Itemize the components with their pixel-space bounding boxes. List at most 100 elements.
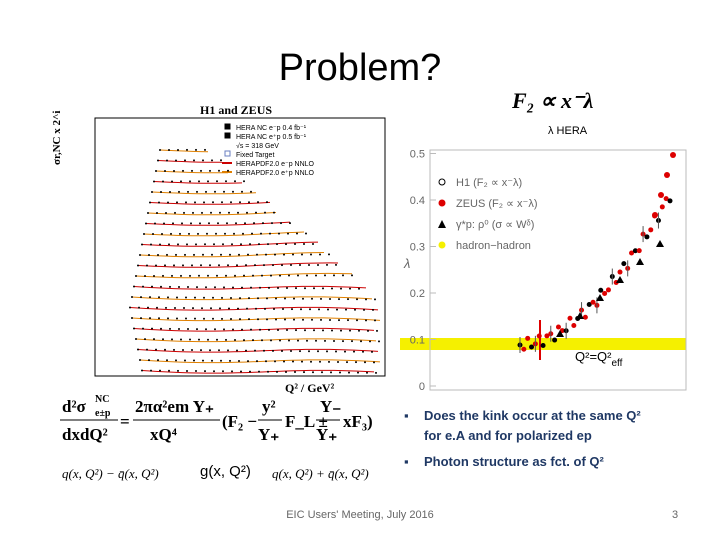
distribution: q(x, Q²) − q̄(x, Q²) [62, 466, 159, 481]
curve [131, 296, 373, 301]
point [302, 318, 304, 321]
point [288, 274, 290, 277]
point [365, 298, 367, 301]
point [571, 323, 577, 329]
point [159, 243, 161, 246]
point [214, 286, 216, 289]
triangle [656, 240, 664, 247]
point [247, 253, 249, 256]
point [218, 264, 220, 267]
point [216, 338, 218, 341]
point [200, 349, 202, 352]
point [189, 274, 191, 277]
point [151, 327, 153, 330]
point [205, 190, 207, 193]
point [227, 349, 229, 352]
legend-marker [224, 123, 231, 130]
point [218, 349, 220, 352]
legend-text: H1 (F₂ ∝ x⁻λ) [456, 177, 522, 189]
point [371, 350, 373, 353]
point [199, 222, 201, 225]
distribution: q(x, Q²) + q̄(x, Q²) [272, 466, 369, 481]
y-den: Y₊ [258, 425, 279, 444]
point [249, 370, 251, 373]
point [320, 318, 322, 321]
point [142, 285, 144, 288]
bullet-text: Does the kink occur at the same Q² [424, 408, 641, 423]
point [228, 307, 230, 310]
point [340, 287, 342, 290]
point [663, 196, 669, 202]
y-ticks: 0 0.1 0.2 0.3 0.4 0.5 [410, 149, 436, 393]
curve [151, 191, 257, 195]
curves [129, 148, 381, 374]
point [158, 201, 160, 204]
point [540, 342, 546, 348]
point [153, 338, 155, 341]
point [349, 287, 351, 290]
point [257, 297, 259, 300]
legend: H1 (F₂ ∝ x⁻λ) ZEUS (F₂ ∝ x⁻λ) γ*p: ρ⁰ (σ ∝… [438, 177, 538, 252]
point [144, 338, 146, 341]
point [268, 286, 270, 289]
point [670, 152, 676, 158]
point [335, 350, 337, 353]
point [227, 169, 229, 172]
point [317, 350, 319, 353]
point [246, 211, 248, 214]
point [216, 274, 218, 277]
point [142, 327, 144, 330]
curve [129, 306, 379, 311]
point [240, 370, 242, 373]
point [376, 329, 378, 332]
point [205, 286, 207, 289]
point [215, 232, 217, 235]
point [219, 307, 221, 310]
point [272, 349, 274, 352]
point [183, 211, 185, 214]
point [632, 248, 638, 254]
point [229, 359, 231, 362]
point [243, 180, 245, 183]
point [158, 296, 160, 299]
point [222, 370, 224, 373]
point [155, 170, 157, 172]
slide-title: Problem? [279, 47, 442, 89]
point [644, 234, 650, 240]
point [171, 338, 173, 341]
y-axis-label: σr,NC x 2^i [51, 111, 63, 165]
point [156, 211, 158, 214]
point [552, 337, 558, 343]
point [204, 370, 206, 373]
point [165, 306, 167, 309]
point [360, 340, 362, 343]
point [276, 370, 278, 373]
point [281, 349, 283, 352]
point [200, 169, 202, 172]
point [220, 253, 222, 256]
page-number: 3 [672, 509, 678, 521]
point [363, 308, 365, 311]
legend-text: hadron−hadron [456, 240, 531, 252]
curve [143, 231, 305, 237]
point [150, 243, 152, 246]
point [349, 329, 351, 332]
point [155, 348, 157, 351]
point [294, 371, 296, 374]
point [372, 308, 374, 311]
point [602, 290, 608, 296]
legend-marker [438, 241, 446, 249]
point [318, 308, 320, 311]
point [148, 359, 150, 362]
point [137, 348, 139, 351]
triangle [636, 258, 644, 265]
point [351, 340, 353, 343]
point [190, 222, 192, 225]
point [267, 243, 269, 246]
point [137, 264, 139, 267]
point [203, 201, 205, 204]
point [313, 287, 315, 290]
rhs-den: xQ⁴ [150, 425, 177, 444]
point [378, 340, 380, 343]
